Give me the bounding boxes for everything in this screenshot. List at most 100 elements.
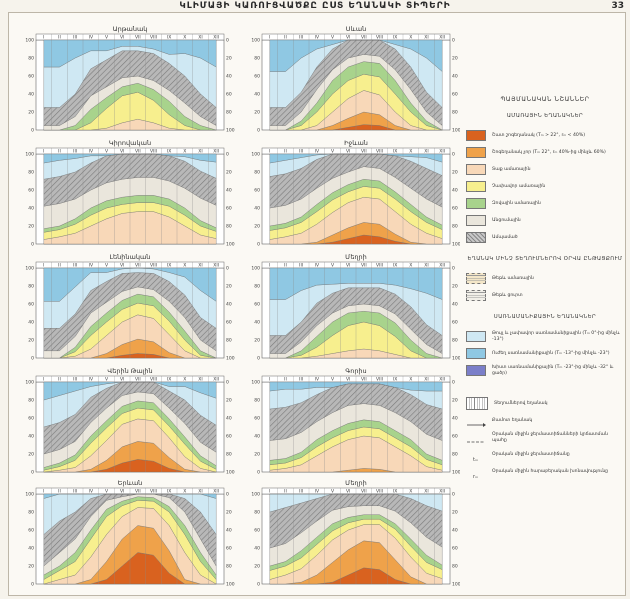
y-tick-label: 100 bbox=[251, 152, 260, 158]
y-tick-label: 80 bbox=[452, 224, 458, 230]
y-tick-label: 40 bbox=[226, 302, 232, 308]
x-tick-label: II bbox=[284, 377, 287, 383]
y-tick-label: 0 bbox=[226, 38, 229, 44]
legend-label: Տեղումներով եղանակ bbox=[494, 400, 548, 406]
legend-label: Օրական միջին ջերմաստիճանը bbox=[492, 451, 570, 457]
y-tick-label: 40 bbox=[28, 434, 34, 440]
y-tick-label: 0 bbox=[257, 470, 260, 476]
x-tick-label: IX bbox=[393, 35, 397, 41]
y-tick-label: 0 bbox=[31, 582, 34, 588]
x-tick-label: IX bbox=[393, 263, 397, 269]
y-tick-label: 20 bbox=[28, 224, 34, 230]
legend-label: Քամոտ եղանակ bbox=[492, 417, 533, 423]
y-tick-label: 100 bbox=[25, 266, 34, 272]
legend-label: Ուժեղ սառնամանիքային (Tₘ -13°-ից մինչև -… bbox=[492, 350, 610, 356]
y-tick-label: 20 bbox=[254, 224, 260, 230]
legend-swatch bbox=[466, 181, 486, 193]
y-tick-label: 20 bbox=[28, 338, 34, 344]
x-tick-label: X bbox=[183, 149, 186, 155]
legend-label: Թեթև ամառային bbox=[492, 275, 534, 281]
y-tick-label: 0 bbox=[452, 380, 455, 386]
x-tick-label: II bbox=[58, 35, 61, 41]
y-tick-label: 60 bbox=[452, 320, 458, 326]
y-tick-label: 20 bbox=[452, 284, 458, 290]
legend-panel: ՊԱՅՄԱՆԱԿԱՆ ՆՇԱՆՆԵՐ ԱՄԱՌԱՅԻՆ ԵՂԱՆԱԿՆԵՐ Շա… bbox=[466, 96, 624, 480]
y-tick-label: 0 bbox=[31, 128, 34, 134]
wind-arrow-icon bbox=[466, 415, 486, 428]
y-tick-label: 0 bbox=[31, 356, 34, 362]
x-tick-label: VII bbox=[361, 263, 367, 269]
x-tick-label: VII bbox=[361, 377, 367, 383]
x-tick-label: VI bbox=[120, 35, 124, 41]
y-tick-label: 0 bbox=[257, 582, 260, 588]
x-tick-label: II bbox=[284, 489, 287, 495]
x-tick-label: II bbox=[58, 149, 61, 155]
y-tick-label: 80 bbox=[28, 56, 34, 62]
legend-label: Զովային ամառային bbox=[492, 200, 541, 206]
x-tick-label: VI bbox=[120, 263, 124, 269]
x-tick-label: VIII bbox=[376, 35, 383, 41]
x-tick-label: VII bbox=[135, 149, 141, 155]
y-tick-label: 60 bbox=[452, 546, 458, 552]
x-tick-label: I bbox=[269, 35, 270, 41]
x-tick-label: II bbox=[284, 35, 287, 41]
x-tick-label: V bbox=[105, 149, 109, 155]
legend-swatch bbox=[466, 348, 486, 360]
y-tick-label: 60 bbox=[226, 92, 232, 98]
y-tick-label: 0 bbox=[226, 266, 229, 272]
svg-text:rₘ: rₘ bbox=[473, 474, 478, 480]
y-tick-label: 0 bbox=[452, 38, 455, 44]
x-tick-label: V bbox=[105, 35, 109, 41]
legend-swatch bbox=[466, 215, 486, 227]
strong-frost-band bbox=[269, 39, 443, 72]
y-tick-label: 100 bbox=[25, 492, 34, 498]
x-tick-label: IV bbox=[89, 149, 94, 155]
y-tick-label: 80 bbox=[28, 170, 34, 176]
x-tick-label: III bbox=[73, 263, 77, 269]
y-tick-label: 20 bbox=[452, 56, 458, 62]
legend-symbol-item: Տեղումներով եղանակ bbox=[466, 395, 624, 412]
x-tick-label: VI bbox=[346, 263, 350, 269]
x-tick-label: VI bbox=[120, 377, 124, 383]
y-tick-label: 80 bbox=[254, 284, 260, 290]
legend-label: Չափավոր ամառային bbox=[492, 183, 546, 189]
y-tick-label: 20 bbox=[28, 452, 34, 458]
y-tick-label: 20 bbox=[254, 110, 260, 116]
x-tick-label: IV bbox=[315, 263, 320, 269]
y-tick-label: 0 bbox=[226, 380, 229, 386]
y-tick-label: 0 bbox=[226, 152, 229, 158]
legend-label: Օրական միջին հարաբերական խոնավությունը bbox=[492, 468, 609, 474]
y-tick-label: 100 bbox=[251, 266, 260, 272]
x-tick-label: III bbox=[73, 35, 77, 41]
x-tick-label: XII bbox=[213, 263, 219, 269]
legend-label: Տաք ամառային bbox=[492, 166, 531, 172]
x-tick-label: X bbox=[183, 489, 186, 495]
x-tick-label: III bbox=[73, 149, 77, 155]
legend-label: Շատ շոգեղանակ (Tₘ > 22°, rₘ < 40%) bbox=[492, 132, 585, 138]
chart-title: Մեղրի bbox=[345, 253, 367, 261]
y-tick-label: 20 bbox=[226, 510, 232, 516]
y-tick-label: 100 bbox=[25, 38, 34, 44]
y-tick-label: 60 bbox=[452, 434, 458, 440]
y-tick-label: 40 bbox=[226, 74, 232, 80]
x-tick-label: I bbox=[269, 263, 270, 269]
legend-label: Անցումային bbox=[492, 217, 521, 223]
legend-item: Խիստ սառնամանիքային (Tₘ -23°-ից մինչև -3… bbox=[466, 362, 624, 379]
y-tick-label: 100 bbox=[226, 356, 235, 362]
y-tick-label: 20 bbox=[452, 398, 458, 404]
x-tick-label: XII bbox=[439, 377, 445, 383]
chart-title: Գորիս bbox=[345, 367, 366, 375]
y-tick-label: 20 bbox=[226, 56, 232, 62]
x-tick-label: VIII bbox=[150, 263, 157, 269]
y-tick-label: 80 bbox=[254, 398, 260, 404]
y-tick-label: 60 bbox=[254, 302, 260, 308]
temperature-marker-icon: tₘ bbox=[466, 449, 486, 463]
x-tick-label: IX bbox=[393, 489, 397, 495]
y-tick-label: 100 bbox=[251, 492, 260, 498]
x-tick-label: II bbox=[58, 377, 61, 383]
legend-swatch bbox=[466, 331, 486, 343]
x-tick-label: II bbox=[58, 263, 61, 269]
